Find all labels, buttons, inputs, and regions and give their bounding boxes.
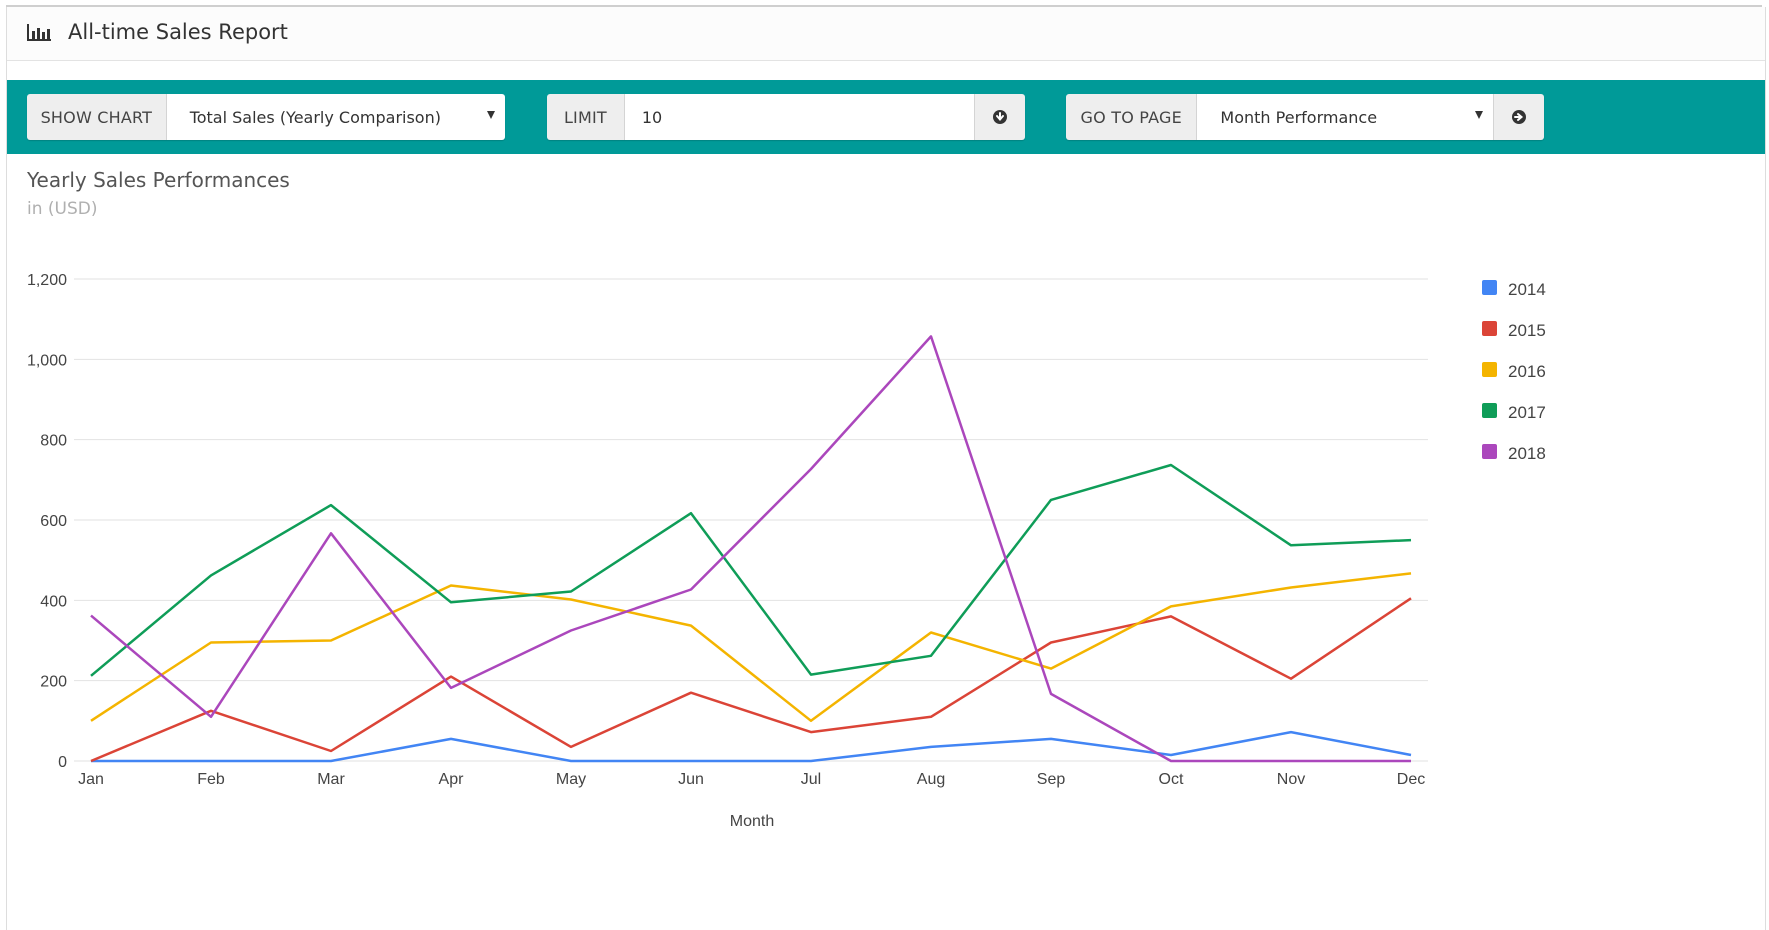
y-tick-label: 200 xyxy=(40,674,67,691)
legend-swatch-2018 xyxy=(1482,444,1497,459)
go-to-page-button[interactable] xyxy=(1493,94,1544,140)
arrow-circle-right-icon xyxy=(1512,110,1527,124)
x-tick-label: Jun xyxy=(678,771,704,788)
chart-title: Yearly Sales Performances xyxy=(27,168,290,192)
y-tick-label: 800 xyxy=(40,433,67,450)
chart-type-select-value: Total Sales (Yearly Comparison) xyxy=(189,107,441,127)
series-line-2016 xyxy=(90,572,1412,723)
go-to-page-group: GO TO PAGE Month Performance xyxy=(1066,94,1544,140)
show-chart-label: SHOW CHART xyxy=(27,94,167,140)
page-title: All-time Sales Report xyxy=(68,20,288,44)
y-axis-ticks: 0 200 400 600 800 1,000 1,200 xyxy=(27,272,67,771)
y-tick-label: 600 xyxy=(40,513,67,530)
report-toolbar: SHOW CHART Total Sales (Yearly Compariso… xyxy=(7,80,1765,154)
limit-input[interactable]: 10 xyxy=(624,94,975,140)
chart-legend: 2014 2015 2016 2017 2018 xyxy=(1482,280,1546,463)
x-tick-label: Sep xyxy=(1037,771,1066,788)
x-axis-ticks: Jan Feb Mar Apr May Jun Jul Aug Sep Oct Nov Dec xyxy=(78,771,1425,788)
apply-limit-button[interactable] xyxy=(974,94,1025,140)
x-tick-label: Oct xyxy=(1159,771,1184,788)
x-tick-label: Jul xyxy=(801,771,821,788)
chart-series xyxy=(90,335,1412,763)
series-line-2015 xyxy=(90,597,1412,763)
series-line-2014 xyxy=(91,730,1412,763)
x-tick-label: Mar xyxy=(317,771,345,788)
x-axis-label: Month xyxy=(730,813,774,830)
panel-header: All-time Sales Report xyxy=(7,7,1765,61)
x-tick-label: Jan xyxy=(78,771,104,788)
legend-label-2017: 2017 xyxy=(1508,403,1546,422)
x-tick-label: Dec xyxy=(1397,771,1425,788)
x-tick-label: Aug xyxy=(917,771,945,788)
y-tick-label: 1,200 xyxy=(27,272,67,289)
sales-report-panel: All-time Sales Report SHOW CHART Total S… xyxy=(6,7,1766,930)
y-tick-label: 400 xyxy=(40,593,67,610)
legend-swatch-2014 xyxy=(1482,280,1497,295)
limit-input-value: 10 xyxy=(641,107,663,127)
go-to-page-label: GO TO PAGE xyxy=(1066,94,1198,140)
page-select-value: Month Performance xyxy=(1220,107,1378,127)
chart-gridlines xyxy=(74,278,1428,762)
limit-group: LIMIT 10 xyxy=(547,94,1025,140)
page-select[interactable]: Month Performance xyxy=(1197,94,1494,140)
chevron-down-icon xyxy=(1475,111,1484,119)
series-line-2018 xyxy=(90,335,1411,763)
limit-label: LIMIT xyxy=(547,94,625,140)
chevron-down-icon xyxy=(487,111,495,119)
legend-swatch-2017 xyxy=(1482,403,1497,418)
legend-swatch-2016 xyxy=(1482,362,1497,377)
legend-label-2015: 2015 xyxy=(1508,321,1546,340)
x-tick-label: Nov xyxy=(1277,771,1305,788)
series-line-2017 xyxy=(90,463,1412,677)
arrow-circle-down-icon xyxy=(993,110,1008,124)
x-tick-label: Apr xyxy=(439,771,465,788)
top-border xyxy=(6,5,1762,7)
legend-label-2014: 2014 xyxy=(1508,280,1546,299)
chart-subtitle: in (USD) xyxy=(27,199,98,219)
y-tick-label: 0 xyxy=(58,754,67,771)
y-tick-label: 1,000 xyxy=(27,352,67,369)
show-chart-group: SHOW CHART Total Sales (Yearly Compariso… xyxy=(27,94,505,140)
chart-type-select[interactable]: Total Sales (Yearly Comparison) xyxy=(166,94,505,140)
legend-label-2018: 2018 xyxy=(1508,444,1546,463)
legend-label-2016: 2016 xyxy=(1508,362,1546,381)
x-tick-label: May xyxy=(556,771,586,788)
legend-swatch-2015 xyxy=(1482,321,1497,336)
x-tick-label: Feb xyxy=(197,771,225,788)
bar-chart-icon xyxy=(27,24,51,41)
